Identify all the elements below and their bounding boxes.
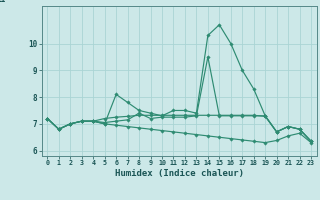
- Text: 11: 11: [0, 0, 6, 4]
- X-axis label: Humidex (Indice chaleur): Humidex (Indice chaleur): [115, 169, 244, 178]
